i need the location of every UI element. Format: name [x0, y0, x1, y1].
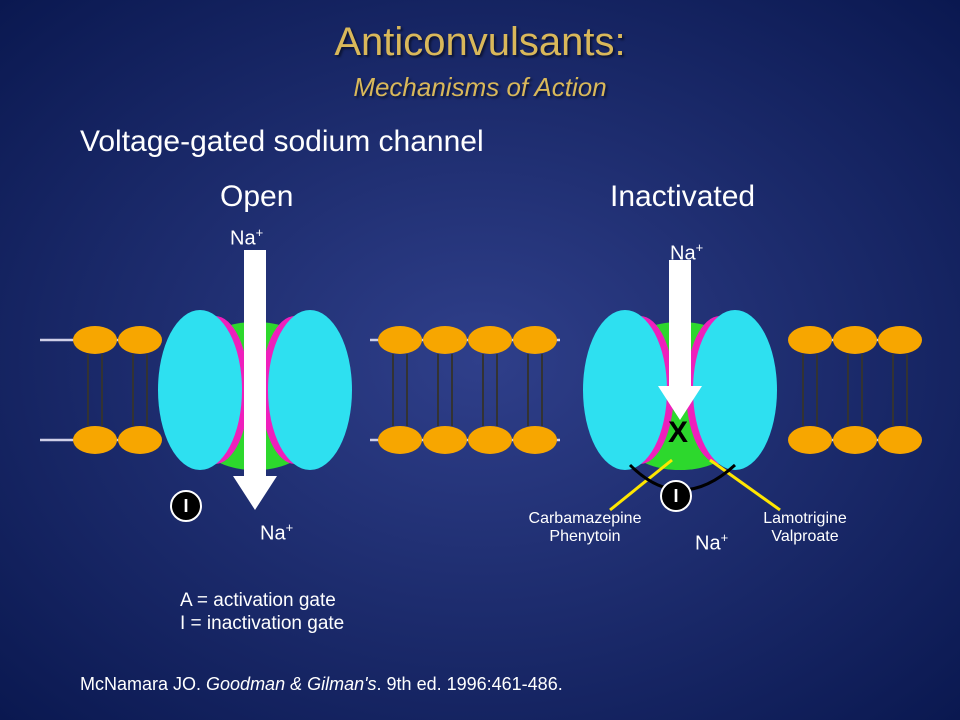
i-badge-inact: I [660, 480, 692, 512]
na-open-bottom: Na+ [260, 520, 293, 546]
na-inact-top: Na+ [670, 240, 703, 266]
na-open-top: Na+ [230, 225, 263, 251]
svg-text:X: X [668, 416, 688, 449]
slide: Anticonvulsants: Mechanisms of Action Vo… [0, 0, 960, 720]
gate-legend: A = activation gateI = inactivation gate [180, 590, 344, 636]
citation: McNamara JO. Goodman & Gilman's. 9th ed.… [80, 674, 563, 695]
i-badge-open: I [170, 490, 202, 522]
na-inact-bottom: Na+ [695, 530, 728, 556]
drug-right: LamotrigineValproate [750, 510, 860, 547]
channel-diagram: X [0, 0, 960, 720]
drug-left: CarbamazepinePhenytoin [520, 510, 650, 547]
